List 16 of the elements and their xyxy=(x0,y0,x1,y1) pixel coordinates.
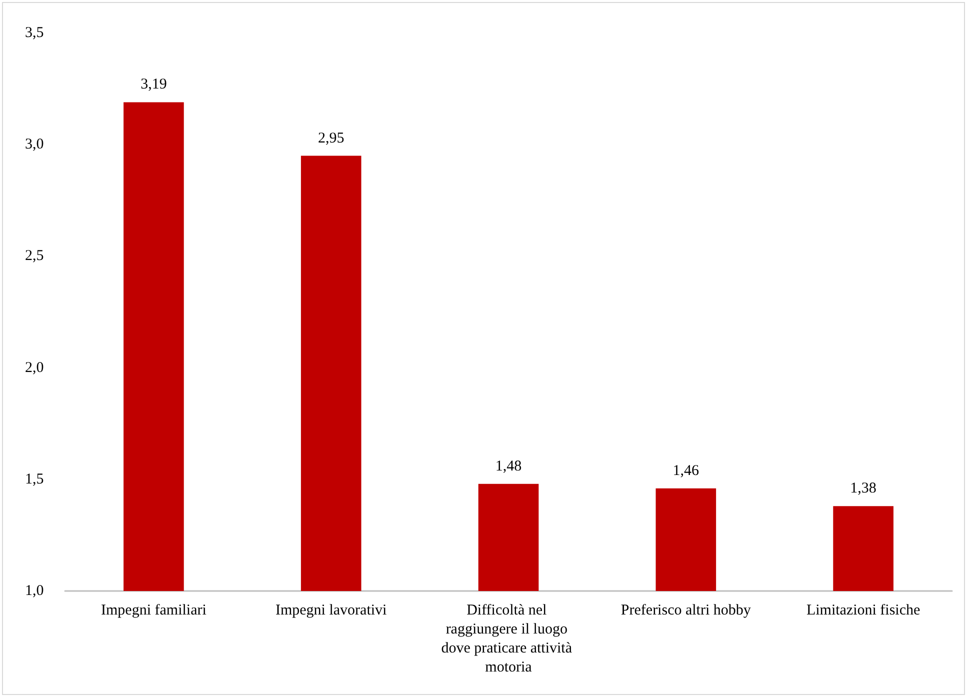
data-label: 3,19 xyxy=(140,76,167,93)
y-tick-label: 1,0 xyxy=(25,583,44,599)
y-tick-label: 2,0 xyxy=(25,360,44,376)
y-tick-label: 1,5 xyxy=(25,471,44,488)
y-tick-label: 2,5 xyxy=(25,248,44,264)
x-tick-label: Preferisco altri hobby xyxy=(620,602,752,618)
x-tick-label: Limitazioni fisiche xyxy=(806,602,920,618)
x-tick-label: Impegni familiari xyxy=(101,602,206,618)
y-tick-label: 3,0 xyxy=(25,136,44,153)
data-label: 1,46 xyxy=(672,462,700,479)
data-label: 1,48 xyxy=(495,458,522,474)
x-tick-label: Impegni lavorativi xyxy=(275,602,387,618)
data-label: 1,38 xyxy=(850,480,876,497)
x-tick-label: Difficoltà nel raggiungere il luogo dove praticare attività motoria xyxy=(441,602,576,676)
data-label: 2,95 xyxy=(318,130,344,146)
y-tick-label: 3,5 xyxy=(25,25,44,41)
